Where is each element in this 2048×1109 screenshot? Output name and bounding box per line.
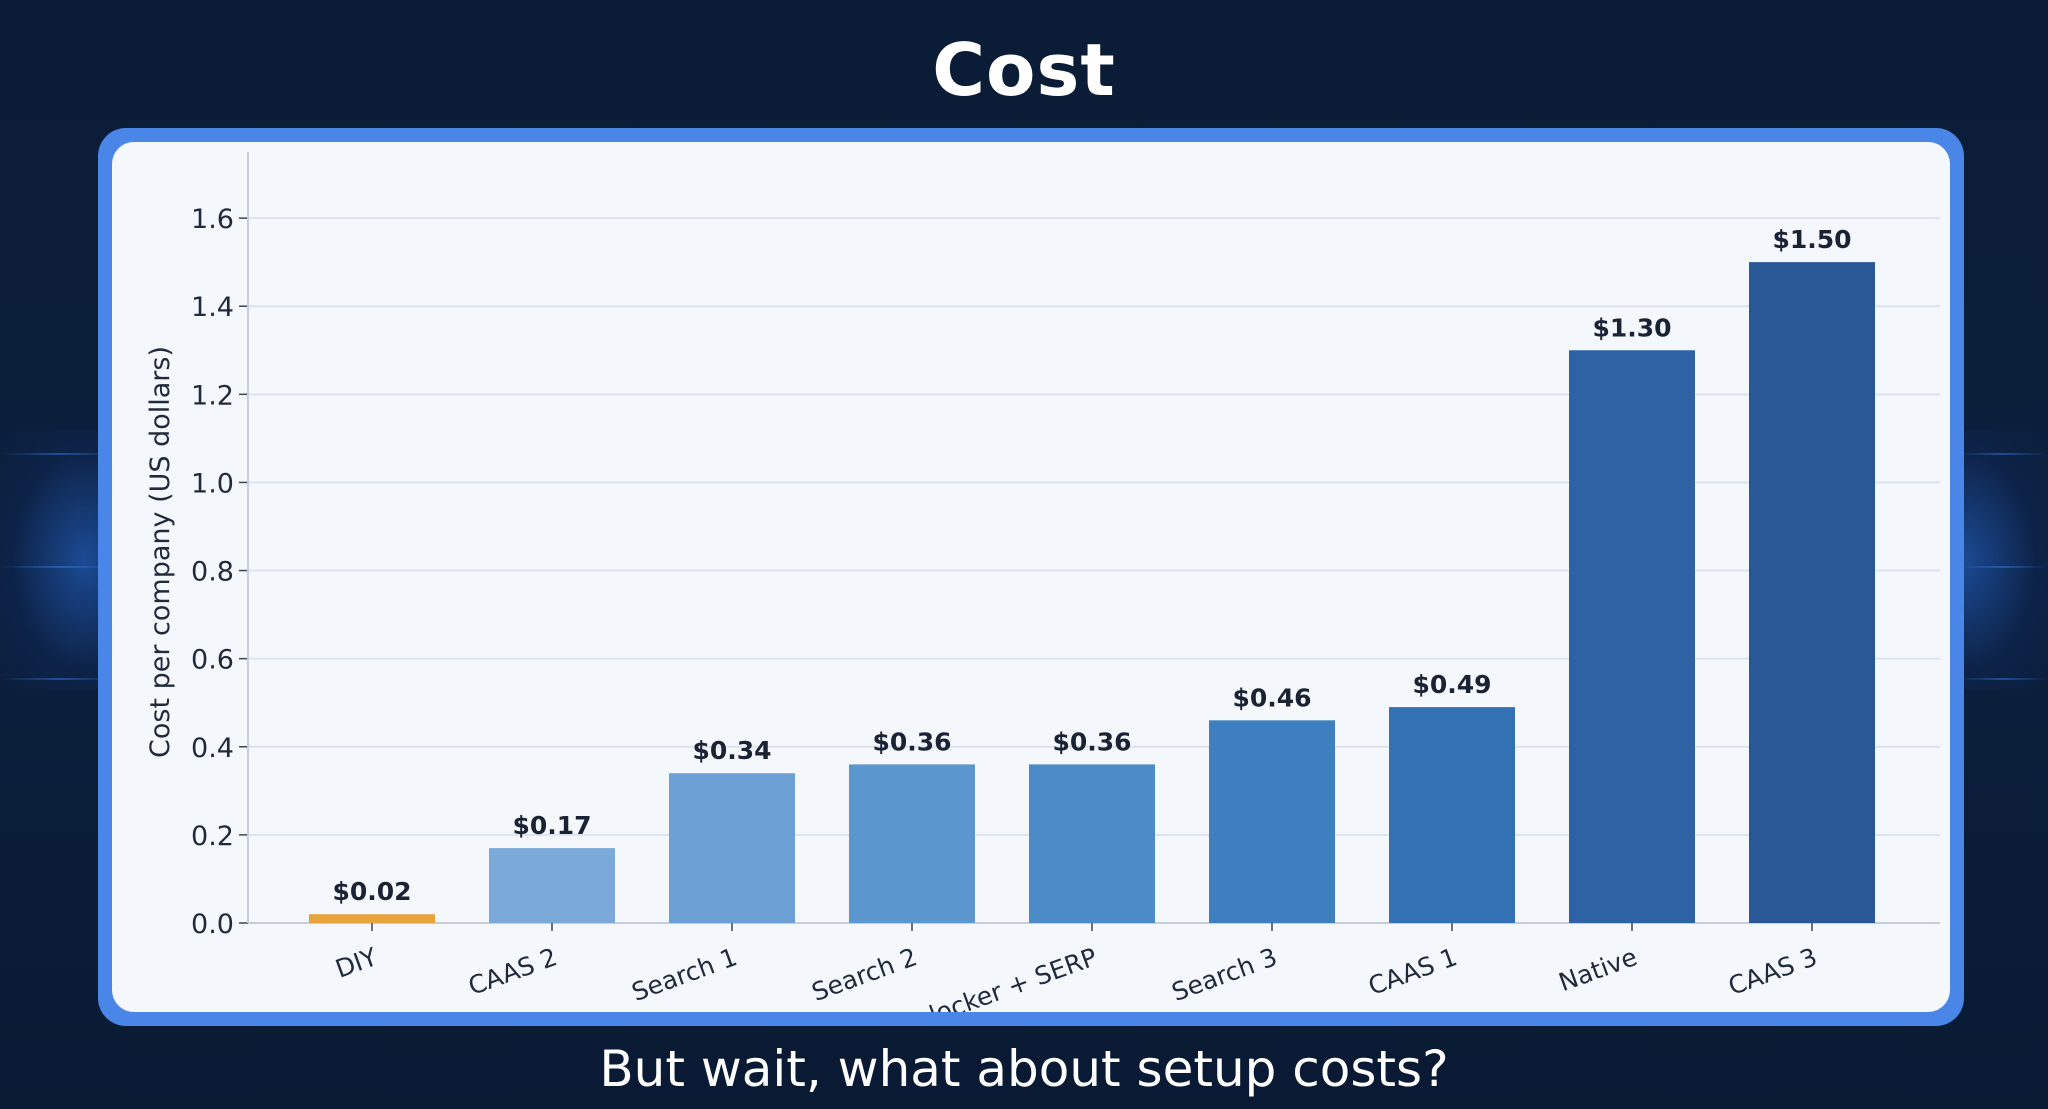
bar [1029,764,1155,923]
bar [489,848,615,923]
bar [669,773,795,923]
y-tick-label: 0.4 [191,733,234,764]
x-tick-label: CAAS 1 [1364,942,1460,1001]
bar [1749,262,1875,924]
chart-card: Cost per company (US dollars) 0.0 0.2 0.4 0… [112,142,1950,1012]
y-tick-label: 0.0 [191,909,234,940]
y-tick-label: 0.8 [191,557,234,588]
bar [849,764,975,923]
slide-subtitle: But wait, what about setup costs? [599,1040,1449,1098]
background-line [1958,453,2048,455]
x-tick-label: Unlocker + SERP [893,942,1101,1012]
background-line [1958,678,2048,680]
x-tick-label: Search 2 [808,942,921,1007]
bar-value-label: $0.02 [332,877,411,906]
bar-value-label: $0.34 [692,736,771,765]
x-tick-label: Native [1555,942,1641,997]
y-tick-label: 1.4 [191,292,234,323]
bar-value-label: $0.36 [872,727,951,756]
background-line [0,453,120,455]
bar-value-label: $1.30 [1592,313,1671,342]
x-tick-label: Search 3 [1168,942,1281,1007]
x-tick-label: DIY [332,942,382,984]
x-tick-label: Search 1 [628,942,741,1007]
y-tick-label: 1.0 [191,468,234,499]
bar [1389,707,1515,923]
bar-value-label: $0.17 [512,811,591,840]
background-line [0,566,120,568]
background-line [0,678,120,680]
bar [1209,720,1335,923]
background-line [1958,566,2048,568]
y-tick-label: 1.6 [191,204,234,235]
chart-frame: Cost per company (US dollars) 0.0 0.2 0.4 0… [98,128,1964,1026]
bar-value-label: $0.46 [1232,683,1311,712]
y-axis-label: Cost per company (US dollars) [145,346,176,758]
y-tick-label: 1.2 [191,380,234,411]
slide-title: Cost [932,28,1116,112]
x-tick-label: CAAS 3 [1724,942,1820,1001]
bar [309,914,435,923]
y-tick-label: 0.2 [191,821,234,852]
bar-value-label: $0.49 [1412,670,1491,699]
bar-chart: Cost per company (US dollars) 0.0 0.2 0.4 0… [145,152,1940,1012]
y-tick-label: 0.6 [191,645,234,676]
x-tick-label: CAAS 2 [464,942,560,1001]
bar-value-label: $1.50 [1772,225,1851,254]
bar-value-label: $0.36 [1052,727,1131,756]
bar [1569,350,1695,923]
